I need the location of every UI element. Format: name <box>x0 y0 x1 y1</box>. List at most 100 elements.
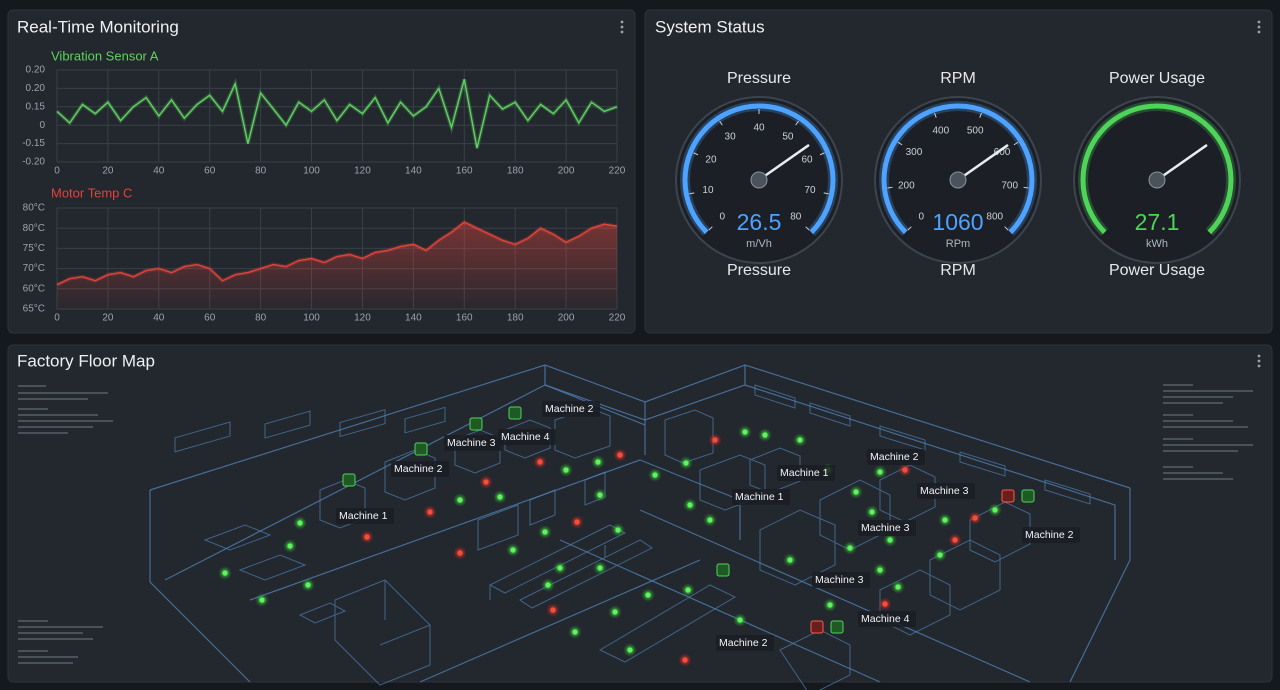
status-light <box>457 497 463 503</box>
y-tick-label: 65°C <box>23 304 45 315</box>
menu-icon[interactable] <box>1257 20 1261 34</box>
status-light <box>305 582 311 588</box>
gauge-tick <box>907 226 912 231</box>
status-light <box>483 479 489 485</box>
status-light <box>550 607 556 613</box>
status-light <box>612 609 618 615</box>
gauge-tick <box>708 226 713 231</box>
x-tick-label: 120 <box>354 166 371 177</box>
status-icon[interactable] <box>810 620 824 634</box>
status-icon[interactable] <box>342 473 356 487</box>
machine-label[interactable]: Machine 3 <box>920 485 969 497</box>
gauge-hub <box>1148 171 1166 189</box>
status-light <box>595 459 601 465</box>
status-light <box>797 437 803 443</box>
gauge-title: RPM <box>940 70 976 87</box>
y-tick-label: 60°C <box>23 283 45 294</box>
y-tick-label: 75°C <box>23 243 45 254</box>
status-light <box>497 494 503 500</box>
y-tick-label: -0.20 <box>22 157 45 168</box>
machine-label-bg <box>917 483 975 499</box>
x-tick-label: 160 <box>456 166 473 177</box>
machine-label[interactable]: Machine 1 <box>339 510 388 522</box>
gauge-tick-label: 20 <box>705 155 717 166</box>
gauge-title: Pressure <box>727 70 791 87</box>
x-tick-label: 120 <box>354 313 371 324</box>
gauge-tick-label: 60 <box>801 155 813 166</box>
gauge-tick <box>823 192 829 195</box>
status-light <box>937 552 943 558</box>
gauge-tick <box>897 141 903 146</box>
machine-label[interactable]: Machine 2 <box>719 637 768 649</box>
status-light <box>617 452 623 458</box>
menu-icon[interactable] <box>620 20 624 34</box>
gauge-tick-label: 0 <box>719 211 725 222</box>
gauge-tick <box>1013 141 1019 146</box>
gauge-tick-label: 40 <box>753 123 765 134</box>
status-icon[interactable] <box>1001 489 1015 503</box>
data-line <box>56 221 618 286</box>
machine-label-bg <box>716 635 774 651</box>
gauge-needle <box>757 144 810 182</box>
gauge-needle <box>956 144 1009 182</box>
status-light <box>364 534 370 540</box>
machine-label-bg <box>867 449 925 465</box>
gauge-tick <box>719 120 723 126</box>
floor-plan: Machine 2 Machine 3 Machine 4 Machine 2 Mach… <box>18 364 1253 690</box>
status-icon[interactable] <box>716 563 730 577</box>
gauge-title: Power Usage <box>1109 70 1205 87</box>
gauge-tick <box>819 152 825 156</box>
x-tick-label: 100 <box>303 166 320 177</box>
machine-label[interactable]: Machine 3 <box>815 574 864 586</box>
x-tick-label: 220 <box>609 166 626 177</box>
status-light <box>572 629 578 635</box>
status-light <box>877 567 883 573</box>
machine-label-bg <box>858 520 916 536</box>
machine-label-bg <box>542 401 600 417</box>
status-light <box>887 537 893 543</box>
area-fill <box>57 222 617 309</box>
x-tick-label: 140 <box>405 313 422 324</box>
machine-label-bg <box>444 435 502 451</box>
status-icon[interactable] <box>414 442 428 456</box>
x-tick-label: 80 <box>255 166 267 177</box>
status-light <box>574 519 580 525</box>
machine-label[interactable]: Machine 2 <box>870 451 919 463</box>
machine-label[interactable]: Machine 3 <box>861 522 910 534</box>
gauge-tick-label: 800 <box>986 211 1003 222</box>
chart-title: Motor Temp C <box>51 185 132 200</box>
gauge-caption: Power Usage <box>1109 262 1205 279</box>
machine-label[interactable]: Machine 3 <box>447 437 496 449</box>
x-tick-label: 180 <box>507 313 524 324</box>
status-icon[interactable] <box>469 417 483 431</box>
status-light <box>683 460 689 466</box>
machine-label[interactable]: Machine 2 <box>545 403 594 415</box>
x-tick-label: 20 <box>102 313 114 324</box>
machine-label[interactable]: Machine 1 <box>735 491 784 503</box>
status-light <box>847 545 853 551</box>
status-light <box>869 509 875 515</box>
status-icon[interactable] <box>830 620 844 634</box>
machine-label[interactable]: Machine 2 <box>1025 529 1074 541</box>
status-icon[interactable] <box>508 406 522 420</box>
panel-title: Real-Time Monitoring <box>17 17 179 36</box>
status-icon[interactable] <box>1021 489 1035 503</box>
gauge-tick-label: 70 <box>804 185 816 196</box>
machine-label[interactable]: Machine 1 <box>780 467 829 479</box>
gauge-tick-label: 400 <box>932 126 949 137</box>
status-light <box>645 592 651 598</box>
gauge-tick <box>1023 186 1029 189</box>
status-light <box>682 657 688 663</box>
data-line <box>56 79 618 149</box>
status-light <box>542 529 548 535</box>
machine-label[interactable]: Machine 2 <box>394 463 443 475</box>
x-tick-label: 140 <box>405 166 422 177</box>
machine-label-bg <box>858 611 916 627</box>
x-tick-label: 100 <box>303 313 320 324</box>
status-light <box>827 602 833 608</box>
machine-label[interactable]: Machine 4 <box>861 613 910 625</box>
x-tick-label: 220 <box>609 313 626 324</box>
menu-icon[interactable] <box>1257 354 1261 368</box>
machine-label[interactable]: Machine 4 <box>501 431 550 443</box>
gauge-tick-label: 700 <box>1001 180 1018 191</box>
